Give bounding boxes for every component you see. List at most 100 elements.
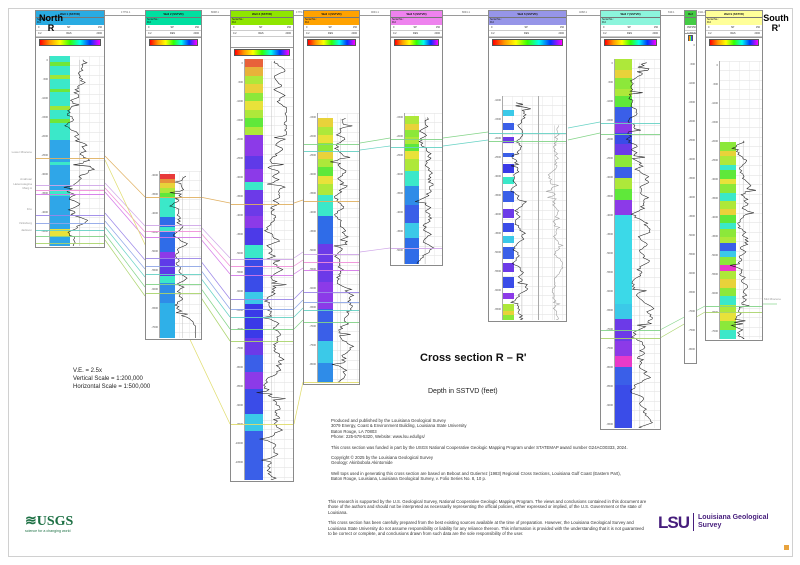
well-header-scale-table: 0 SP 150 0.2 RES 2000 [231, 25, 293, 48]
curve-scale-text: RES [66, 32, 72, 35]
curve-scale-text: 0 [603, 26, 605, 29]
depth-tick-label: -6000 [711, 292, 718, 295]
depth-tick-label: -5000 [688, 234, 695, 237]
well-log-area: 0 -500 -1000 -1500 -2000 -2500 -3000 -3500 -4000… [601, 59, 660, 428]
curve-scale-text: 0 [233, 26, 235, 29]
curve-scale-text: 150 [435, 26, 440, 29]
depth-tick-label: -2000 [236, 138, 243, 141]
formation-top-marker [146, 292, 201, 294]
depth-tick-label: -3500 [606, 195, 613, 198]
lithology-band [160, 182, 175, 188]
well-header-info: Serial No.: Fld: [146, 18, 201, 25]
lithology-band [50, 75, 70, 80]
formation-top-marker [231, 317, 293, 319]
lithology-band [615, 77, 632, 89]
well-log-area: -1500 -2000 -2500 -3000 -3500 -4000 -4500 -5000… [304, 113, 359, 383]
curve-scale-text: 2000 [351, 32, 357, 35]
depth-tick-label: -3000 [41, 173, 48, 176]
well-log-area: -3000 -3500 -4000 -4500 -5000 -5500 -6000 -6500… [146, 171, 201, 338]
lithology-band [615, 96, 632, 108]
depth-tick-label: -6000 [606, 290, 613, 293]
formation-top-marker [304, 291, 359, 293]
formation-top-marker [146, 266, 201, 268]
depth-tick-label: -1000 [41, 97, 48, 100]
formation-top-marker [146, 274, 201, 275]
lithology-band [720, 287, 736, 297]
depth-tick-label: -5500 [309, 268, 316, 271]
well-header-scale-table: 0 SP 150 0.2 RES 2000 [601, 25, 660, 38]
well-header-scale-table: 0 SP 150 0.2 RES 2000 [706, 25, 762, 38]
lithology-band [50, 123, 70, 141]
correlation-line [293, 259, 304, 267]
well-header-info [685, 18, 696, 25]
depth-tick-label: -2000 [711, 140, 718, 143]
depth-tick-label: -4000 [151, 212, 158, 215]
curve-scale-text: SP [328, 26, 332, 29]
north-endpoint-label: North R [36, 13, 66, 33]
lithology-band [245, 67, 263, 76]
lithology-band [245, 101, 263, 110]
depth-tick-label: -3000 [309, 173, 316, 176]
depth-track: -3000 -3500 -4000 -4500 -5000 -5500 -6000 -6500… [146, 171, 160, 338]
curve-scale-text: 0.2 [687, 32, 691, 34]
disclaimer-usgs: This research is supported by the U.S. G… [328, 499, 647, 515]
lithology-band [503, 222, 514, 232]
lithology-band [50, 190, 70, 197]
lithology-band [318, 167, 333, 176]
lithology-band [50, 92, 70, 106]
depth-tick-label: -5000 [494, 251, 501, 254]
lithology-band [503, 109, 514, 117]
well-strip-9: Well 9 (SSTVD) Serial No.: Fld: 0 SP 150 0.2 R… [705, 10, 763, 341]
lithology-band [245, 228, 263, 246]
formation-top-label: Frio [26, 207, 32, 211]
formation-top-marker [231, 274, 293, 276]
lithology-band [318, 126, 333, 135]
lithology-band [503, 263, 514, 273]
lithology-band [50, 228, 70, 238]
correlation-line [293, 267, 304, 275]
well-log-area: 0 -500 -1000 -1500 -2000 -2500 -3000 -3500 -4000… [706, 61, 762, 339]
lithology-band [405, 171, 419, 187]
formation-top-marker [601, 338, 660, 340]
formation-top-marker [36, 157, 104, 159]
curve-scale-text: SP [66, 26, 71, 29]
formation-top-marker [304, 382, 359, 383]
depth-tick-label: -4500 [151, 231, 158, 234]
lithology-band [720, 184, 736, 193]
lithology-band [160, 302, 175, 338]
lithology-color-scale [709, 39, 759, 46]
depth-tick-label: -7000 [711, 330, 718, 333]
lithology-band [720, 329, 736, 339]
well-log-area: 0 -500 -1000 -1500 -2000 -2500 -3000 -3500 -4000… [685, 41, 696, 362]
depth-tick-label: -1500 [396, 116, 403, 119]
credits-block: Produced and published by the Louisiana … [331, 418, 666, 487]
lithology-column [245, 59, 263, 480]
lithology-band [50, 56, 70, 62]
lithology-band [615, 214, 632, 304]
lithology-band [318, 341, 333, 364]
lithology-band [720, 321, 736, 330]
depth-tick-label: -9000 [606, 404, 613, 407]
correlation-line [104, 187, 146, 233]
well-strip-6: Well 6 (SSTVD) Serial No.: Fld: 0 SP 150 0.2 R… [488, 10, 567, 322]
well-log-area: 0 -500 -1000 -1500 -2000 -2500 -3000 -3500 -4000… [36, 56, 104, 246]
depth-tick-label: -4500 [688, 215, 695, 218]
formation-top-marker [146, 284, 201, 285]
lithology-band [160, 231, 175, 253]
lithology-band [160, 174, 175, 179]
lithology-band [50, 161, 70, 166]
lithology-band [720, 237, 736, 243]
depth-tick-label: -2000 [494, 137, 501, 140]
depth-tick-label: -3000 [494, 175, 501, 178]
formation-top-marker [304, 261, 359, 263]
lithology-band [720, 192, 736, 201]
formation-top-marker [489, 132, 566, 134]
depth-tick-label: -5500 [236, 271, 243, 274]
correlation-line [199, 276, 231, 318]
lithology-band [405, 223, 419, 239]
lithology-band [720, 201, 736, 210]
lithology-band [503, 123, 514, 130]
formation-top-marker [36, 229, 104, 231]
lithology-band [720, 304, 736, 313]
depth-tick-label: -500 [712, 83, 718, 86]
